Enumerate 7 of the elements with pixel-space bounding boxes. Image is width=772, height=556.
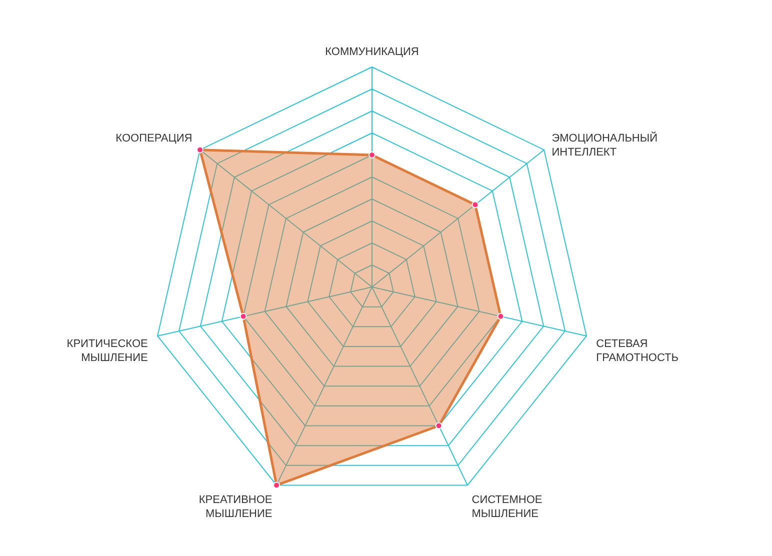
spoke-label: КРЕАТИВНОЕ МЫШЛЕНИЕ [198,494,272,520]
spoke-label: ЭМОЦИОНАЛЬНЫЙ ИНТЕЛЛЕКТ [552,132,658,159]
spoke-label: СЕТЕВАЯ ГРАМОТНОСТЬ [596,338,678,364]
spoke-label: СИСТЕМНОЕ МЫШЛЕНИЕ [472,494,542,520]
spoke-label: КОММУНИКАЦИЯ [325,46,419,58]
spoke-label: КРИТИЧЕСКОЕ МЫШЛЕНИЕ [66,338,148,364]
spoke-label: КООПЕРАЦИЯ [116,132,192,145]
